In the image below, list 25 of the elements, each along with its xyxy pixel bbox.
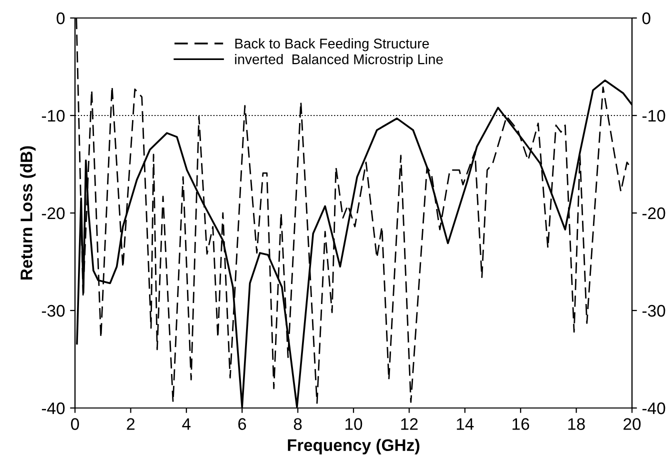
- x-tick-label: 2: [126, 418, 134, 430]
- y-axis-title: Return Loss (dB): [20, 146, 36, 280]
- y-tick-label: -30: [42, 304, 65, 317]
- x-tick-label: 4: [182, 418, 191, 430]
- y-tick-label: -10: [42, 110, 65, 122]
- x-tick-label: 20: [624, 418, 641, 430]
- x-axis-title: Frequency (GHz): [288, 438, 420, 454]
- x-tick-label: 16: [512, 418, 530, 430]
- x-tick-label: 18: [568, 418, 585, 430]
- x-tick-label: 0: [71, 418, 79, 430]
- y2-tick-label: -30: [642, 304, 666, 317]
- x-tick-label: 6: [238, 418, 246, 430]
- y2-tick-label: -10: [642, 110, 666, 122]
- x-tick-label: 8: [294, 418, 302, 430]
- legend-label: Back to Back Feeding Structure: [235, 38, 429, 52]
- x-tick-label: 10: [346, 418, 362, 430]
- y2-tick-label: -40: [642, 402, 666, 414]
- x-tick-label: 14: [456, 418, 474, 430]
- x-tick-label: 12: [401, 418, 418, 430]
- y2-tick-label: 0: [642, 12, 650, 24]
- y-tick-label: -40: [42, 402, 65, 414]
- legend-label: inverted Balanced Microstrip Line: [235, 54, 443, 67]
- y2-tick-label: -20: [642, 207, 666, 220]
- y-tick-label: 0: [56, 12, 65, 24]
- y-tick-label: -20: [42, 207, 65, 220]
